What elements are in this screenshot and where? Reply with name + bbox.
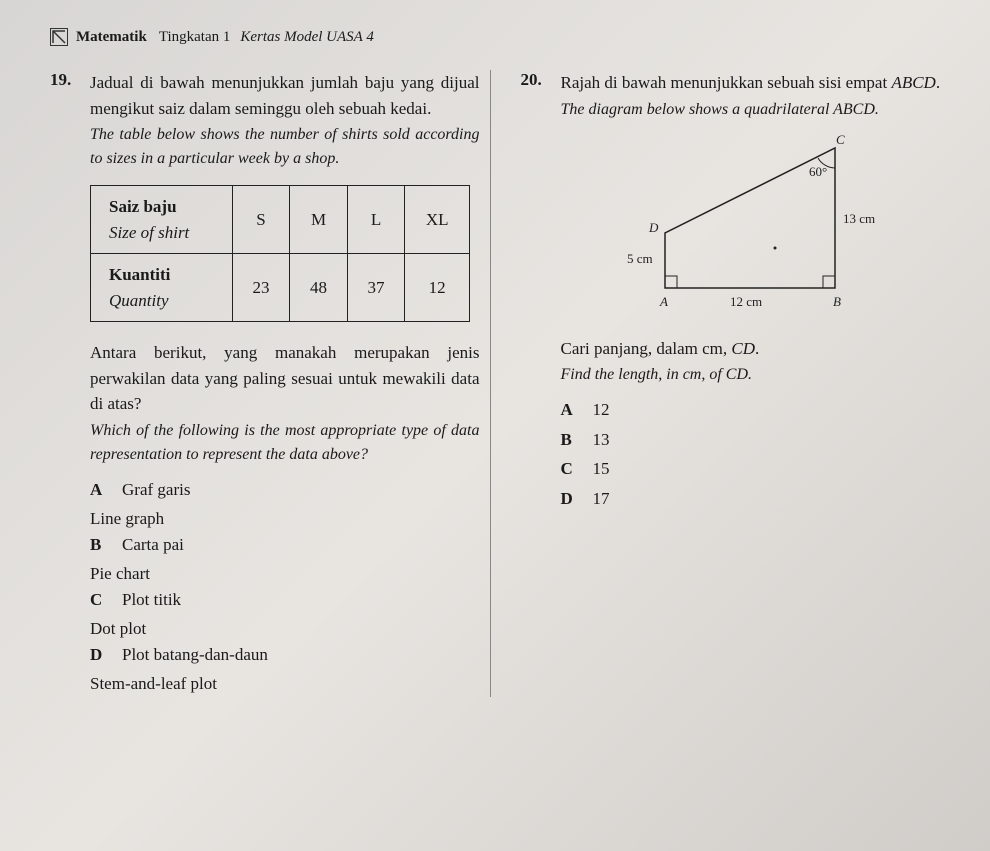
row2-en: Quantity <box>109 288 218 314</box>
row2-ms: Kuantiti <box>109 262 218 288</box>
qty-m: 48 <box>290 254 348 322</box>
label-AD: 5 cm <box>627 251 653 266</box>
content-columns: 19. Jadual di bawah menunjukkan jumlah b… <box>50 70 950 697</box>
book-icon <box>50 28 68 46</box>
opt-a-letter: A <box>90 477 110 503</box>
size-m: M <box>290 186 348 254</box>
q20-ask-en: Find the length, in cm, of CD. <box>561 363 951 387</box>
size-s: S <box>232 186 290 254</box>
qty-s: 23 <box>232 254 290 322</box>
opt-b-ms: Carta pai <box>122 532 184 558</box>
angle-label: 60° <box>809 164 827 179</box>
q19-ask-en: Which of the following is the most appro… <box>90 419 480 467</box>
opt-c-en: Dot plot <box>90 616 480 642</box>
q20-b-letter: B <box>561 427 581 453</box>
q20-options: A 12 B 13 C 15 D 17 <box>561 397 951 511</box>
opt-b-en: Pie chart <box>90 561 480 587</box>
q19-ask-ms: Antara berikut, yang manakah merupakan j… <box>90 340 480 417</box>
opt-c-ms: Plot titik <box>122 587 181 613</box>
paper: Kertas Model UASA 4 <box>240 29 373 46</box>
quadrilateral-diagram: 60° A B C D 5 cm 12 cm 13 cm <box>561 128 951 318</box>
q20-d-val: 17 <box>593 486 610 512</box>
label-D: D <box>648 220 659 235</box>
shirt-table: Saiz baju Size of shirt S M L XL Kuantit… <box>90 185 470 322</box>
label-B: B <box>833 294 841 309</box>
size-xl: XL <box>405 186 470 254</box>
q19-number: 19. <box>50 70 76 697</box>
label-A: A <box>659 294 668 309</box>
q20-b-val: 13 <box>593 427 610 453</box>
opt-d-ms: Plot batang-dan-daun <box>122 642 268 668</box>
opt-a-ms: Graf garis <box>122 477 190 503</box>
q20-c-val: 15 <box>593 456 610 482</box>
q20-text-ms: Rajah di bawah menunjukkan sebuah sisi e… <box>561 70 951 96</box>
qty-l: 37 <box>347 254 405 322</box>
q19-text-en: The table below shows the number of shir… <box>90 123 480 171</box>
question-20: 20. Rajah di bawah menunjukkan sebuah si… <box>521 70 951 697</box>
question-19: 19. Jadual di bawah menunjukkan jumlah b… <box>50 70 491 697</box>
opt-b-letter: B <box>90 532 110 558</box>
opt-a-en: Line graph <box>90 506 480 532</box>
q19-options: A Graf garis Line graph B Carta pai Pie ch… <box>90 477 480 697</box>
page-header: Matematik Tingkatan 1 Kertas Model UASA … <box>50 28 950 46</box>
q20-a-letter: A <box>561 397 581 423</box>
q20-d-letter: D <box>561 486 581 512</box>
size-l: L <box>347 186 405 254</box>
q20-ask-ms: Cari panjang, dalam cm, CD. <box>561 336 951 362</box>
opt-c-letter: C <box>90 587 110 613</box>
qty-xl: 12 <box>405 254 470 322</box>
subject: Matematik <box>76 29 147 46</box>
opt-d-en: Stem-and-leaf plot <box>90 671 480 697</box>
opt-d-letter: D <box>90 642 110 668</box>
q20-c-letter: C <box>561 456 581 482</box>
row1-en: Size of shirt <box>109 220 218 246</box>
q20-number: 20. <box>521 70 547 515</box>
q19-text-ms: Jadual di bawah menunjukkan jumlah baju … <box>90 70 480 121</box>
q20-a-val: 12 <box>593 397 610 423</box>
label-BC: 13 cm <box>843 211 875 226</box>
q20-text-en: The diagram below shows a quadrilateral … <box>561 98 951 122</box>
label-C: C <box>836 132 845 147</box>
label-AB: 12 cm <box>730 294 762 309</box>
level: Tingkatan 1 <box>159 29 231 46</box>
row1-ms: Saiz baju <box>109 194 218 220</box>
